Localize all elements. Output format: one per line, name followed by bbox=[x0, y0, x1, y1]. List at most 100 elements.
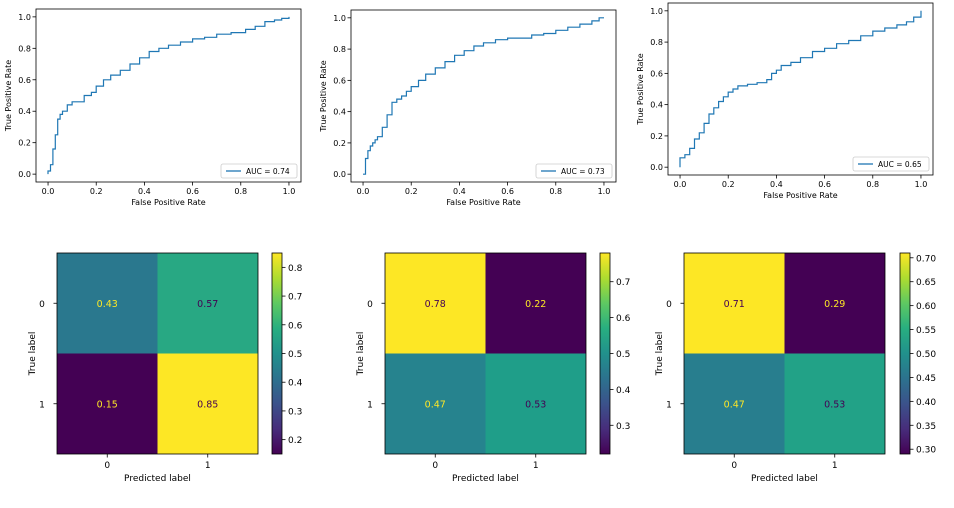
colorbar-tick-label: 0.45 bbox=[916, 374, 936, 384]
colorbar-tick-label: 0.2 bbox=[288, 436, 302, 446]
colorbar-tick-label: 0.55 bbox=[916, 326, 936, 336]
roc-curve-line bbox=[679, 10, 922, 168]
matrix-frame bbox=[384, 252, 587, 455]
x-tick-label: 1.0 bbox=[283, 187, 296, 196]
y-tick-label: 0 bbox=[39, 300, 45, 310]
cm-cell-value: 0.53 bbox=[824, 399, 845, 410]
legend-box bbox=[535, 163, 613, 179]
cm-cell bbox=[157, 253, 258, 354]
x-tick-label: 0.8 bbox=[234, 187, 247, 196]
y-tick-label: 0.6 bbox=[650, 69, 663, 78]
plot-frame bbox=[667, 2, 934, 176]
y-tick-label: 1 bbox=[666, 400, 672, 410]
confusion-matrix-2: 0.78 0.22 0.47 0.53 0 1 0 1 Predicted label True … bbox=[356, 252, 631, 484]
colorbar-tick-label: 0.50 bbox=[916, 350, 936, 360]
colorbar bbox=[271, 252, 283, 455]
y-tick-label: 1.0 bbox=[333, 14, 346, 23]
roc-chart-3: 0.0 0.2 0.4 0.6 0.8 1.0 0.0 0.2 0.4 0.6 0.8 1.0 Fals… bbox=[636, 2, 934, 200]
y-axis-label: True label bbox=[655, 332, 665, 377]
x-axis-label: Predicted label bbox=[452, 474, 519, 484]
x-tick-label: 1 bbox=[832, 461, 838, 471]
colorbar-tick-label: 0.3 bbox=[616, 422, 630, 432]
y-axis-label: True Positive Rate bbox=[4, 60, 13, 132]
x-tick-label: 1.0 bbox=[598, 187, 611, 196]
colorbar-tick-label: 0.7 bbox=[288, 293, 302, 303]
cm-cell bbox=[684, 253, 785, 354]
colorbar-tick-label: 0.8 bbox=[288, 264, 303, 274]
cm-cell bbox=[485, 253, 586, 354]
matrix-frame bbox=[56, 252, 259, 455]
cm-cell-value: 0.47 bbox=[425, 399, 446, 410]
y-axis-label: True Positive Rate bbox=[319, 60, 328, 132]
y-tick-label: 0 bbox=[367, 300, 373, 310]
x-tick-label: 0.4 bbox=[770, 180, 783, 189]
y-tick-label: 0.4 bbox=[333, 108, 346, 117]
y-tick-label: 0.4 bbox=[18, 107, 31, 116]
y-tick-label: 0.8 bbox=[18, 44, 31, 53]
cm-cell-value: 0.47 bbox=[724, 399, 745, 410]
y-axis-label: True label bbox=[356, 332, 366, 377]
legend-label: AUC = 0.74 bbox=[246, 167, 290, 176]
colorbar bbox=[599, 252, 611, 455]
cm-cell bbox=[157, 353, 258, 454]
cm-cell-value: 0.78 bbox=[425, 299, 446, 310]
y-tick-label: 0.0 bbox=[650, 163, 663, 172]
colorbar-tick-label: 0.35 bbox=[916, 422, 936, 432]
colorbar-tick-label: 0.5 bbox=[616, 350, 630, 360]
y-tick-label: 0.0 bbox=[333, 170, 346, 179]
x-axis-label: False Positive Rate bbox=[446, 198, 520, 207]
matrix-frame bbox=[683, 252, 886, 455]
cm-cell bbox=[684, 353, 785, 454]
cm-cell bbox=[385, 353, 486, 454]
colorbar-tick-label: 0.7 bbox=[616, 278, 630, 288]
x-tick-label: 0 bbox=[432, 461, 438, 471]
legend-box bbox=[220, 163, 298, 179]
y-tick-label: 0.4 bbox=[650, 101, 663, 110]
y-tick-label: 0.6 bbox=[18, 76, 31, 85]
y-tick-label: 0.0 bbox=[18, 170, 31, 179]
x-tick-label: 0.2 bbox=[722, 180, 735, 189]
confusion-matrix-1: 0.43 0.57 0.15 0.85 0 1 0 1 Predicted label True … bbox=[28, 252, 303, 484]
x-tick-label: 0.8 bbox=[866, 180, 879, 189]
x-tick-label: 0.0 bbox=[674, 180, 687, 189]
x-tick-label: 0.2 bbox=[405, 187, 418, 196]
x-tick-label: 1 bbox=[205, 461, 211, 471]
y-tick-label: 0.2 bbox=[650, 132, 663, 141]
roc-chart-1: 0.0 0.2 0.4 0.6 0.8 1.0 0.0 0.2 0.4 0.6 0.8 1.0 Fals… bbox=[4, 8, 302, 207]
colorbar-tick-label: 0.3 bbox=[288, 407, 302, 417]
y-tick-label: 1.0 bbox=[18, 13, 31, 22]
plot-frame bbox=[350, 9, 617, 183]
cm-cell-value: 0.29 bbox=[824, 299, 845, 310]
x-tick-label: 0.0 bbox=[42, 187, 55, 196]
colorbar-tick-label: 0.4 bbox=[616, 386, 631, 396]
colorbar-tick-label: 0.30 bbox=[916, 446, 936, 456]
y-tick-label: 0.2 bbox=[333, 139, 346, 148]
cm-cell bbox=[57, 253, 158, 354]
x-tick-label: 0.0 bbox=[357, 187, 370, 196]
y-tick-label: 1 bbox=[39, 400, 45, 410]
roc-chart-2: 0.0 0.2 0.4 0.6 0.8 1.0 0.0 0.2 0.4 0.6 0.8 1.0 Fals… bbox=[319, 9, 617, 207]
x-tick-label: 0 bbox=[104, 461, 110, 471]
cm-cell bbox=[485, 353, 586, 454]
y-tick-label: 0.8 bbox=[650, 38, 663, 47]
plot-frame bbox=[35, 8, 302, 183]
cm-cell-value: 0.57 bbox=[197, 299, 218, 310]
y-tick-label: 0.2 bbox=[18, 139, 31, 148]
x-axis-label: False Positive Rate bbox=[763, 191, 837, 200]
y-tick-label: 0 bbox=[666, 300, 672, 310]
x-tick-label: 0.4 bbox=[453, 187, 466, 196]
y-axis-label: True label bbox=[28, 332, 38, 377]
y-tick-label: 1.0 bbox=[650, 7, 663, 16]
colorbar-tick-label: 0.60 bbox=[916, 302, 936, 312]
cm-cell bbox=[385, 253, 486, 354]
colorbar-tick-label: 0.6 bbox=[616, 314, 631, 324]
x-axis-label: False Positive Rate bbox=[131, 198, 205, 207]
x-axis-label: Predicted label bbox=[751, 474, 818, 484]
cm-cell-value: 0.53 bbox=[525, 399, 546, 410]
cm-cell-value: 0.22 bbox=[525, 299, 546, 310]
y-axis-label: True Positive Rate bbox=[636, 53, 645, 125]
y-tick-label: 0.6 bbox=[333, 76, 346, 85]
x-tick-label: 0.6 bbox=[501, 187, 514, 196]
cm-cell bbox=[57, 353, 158, 454]
